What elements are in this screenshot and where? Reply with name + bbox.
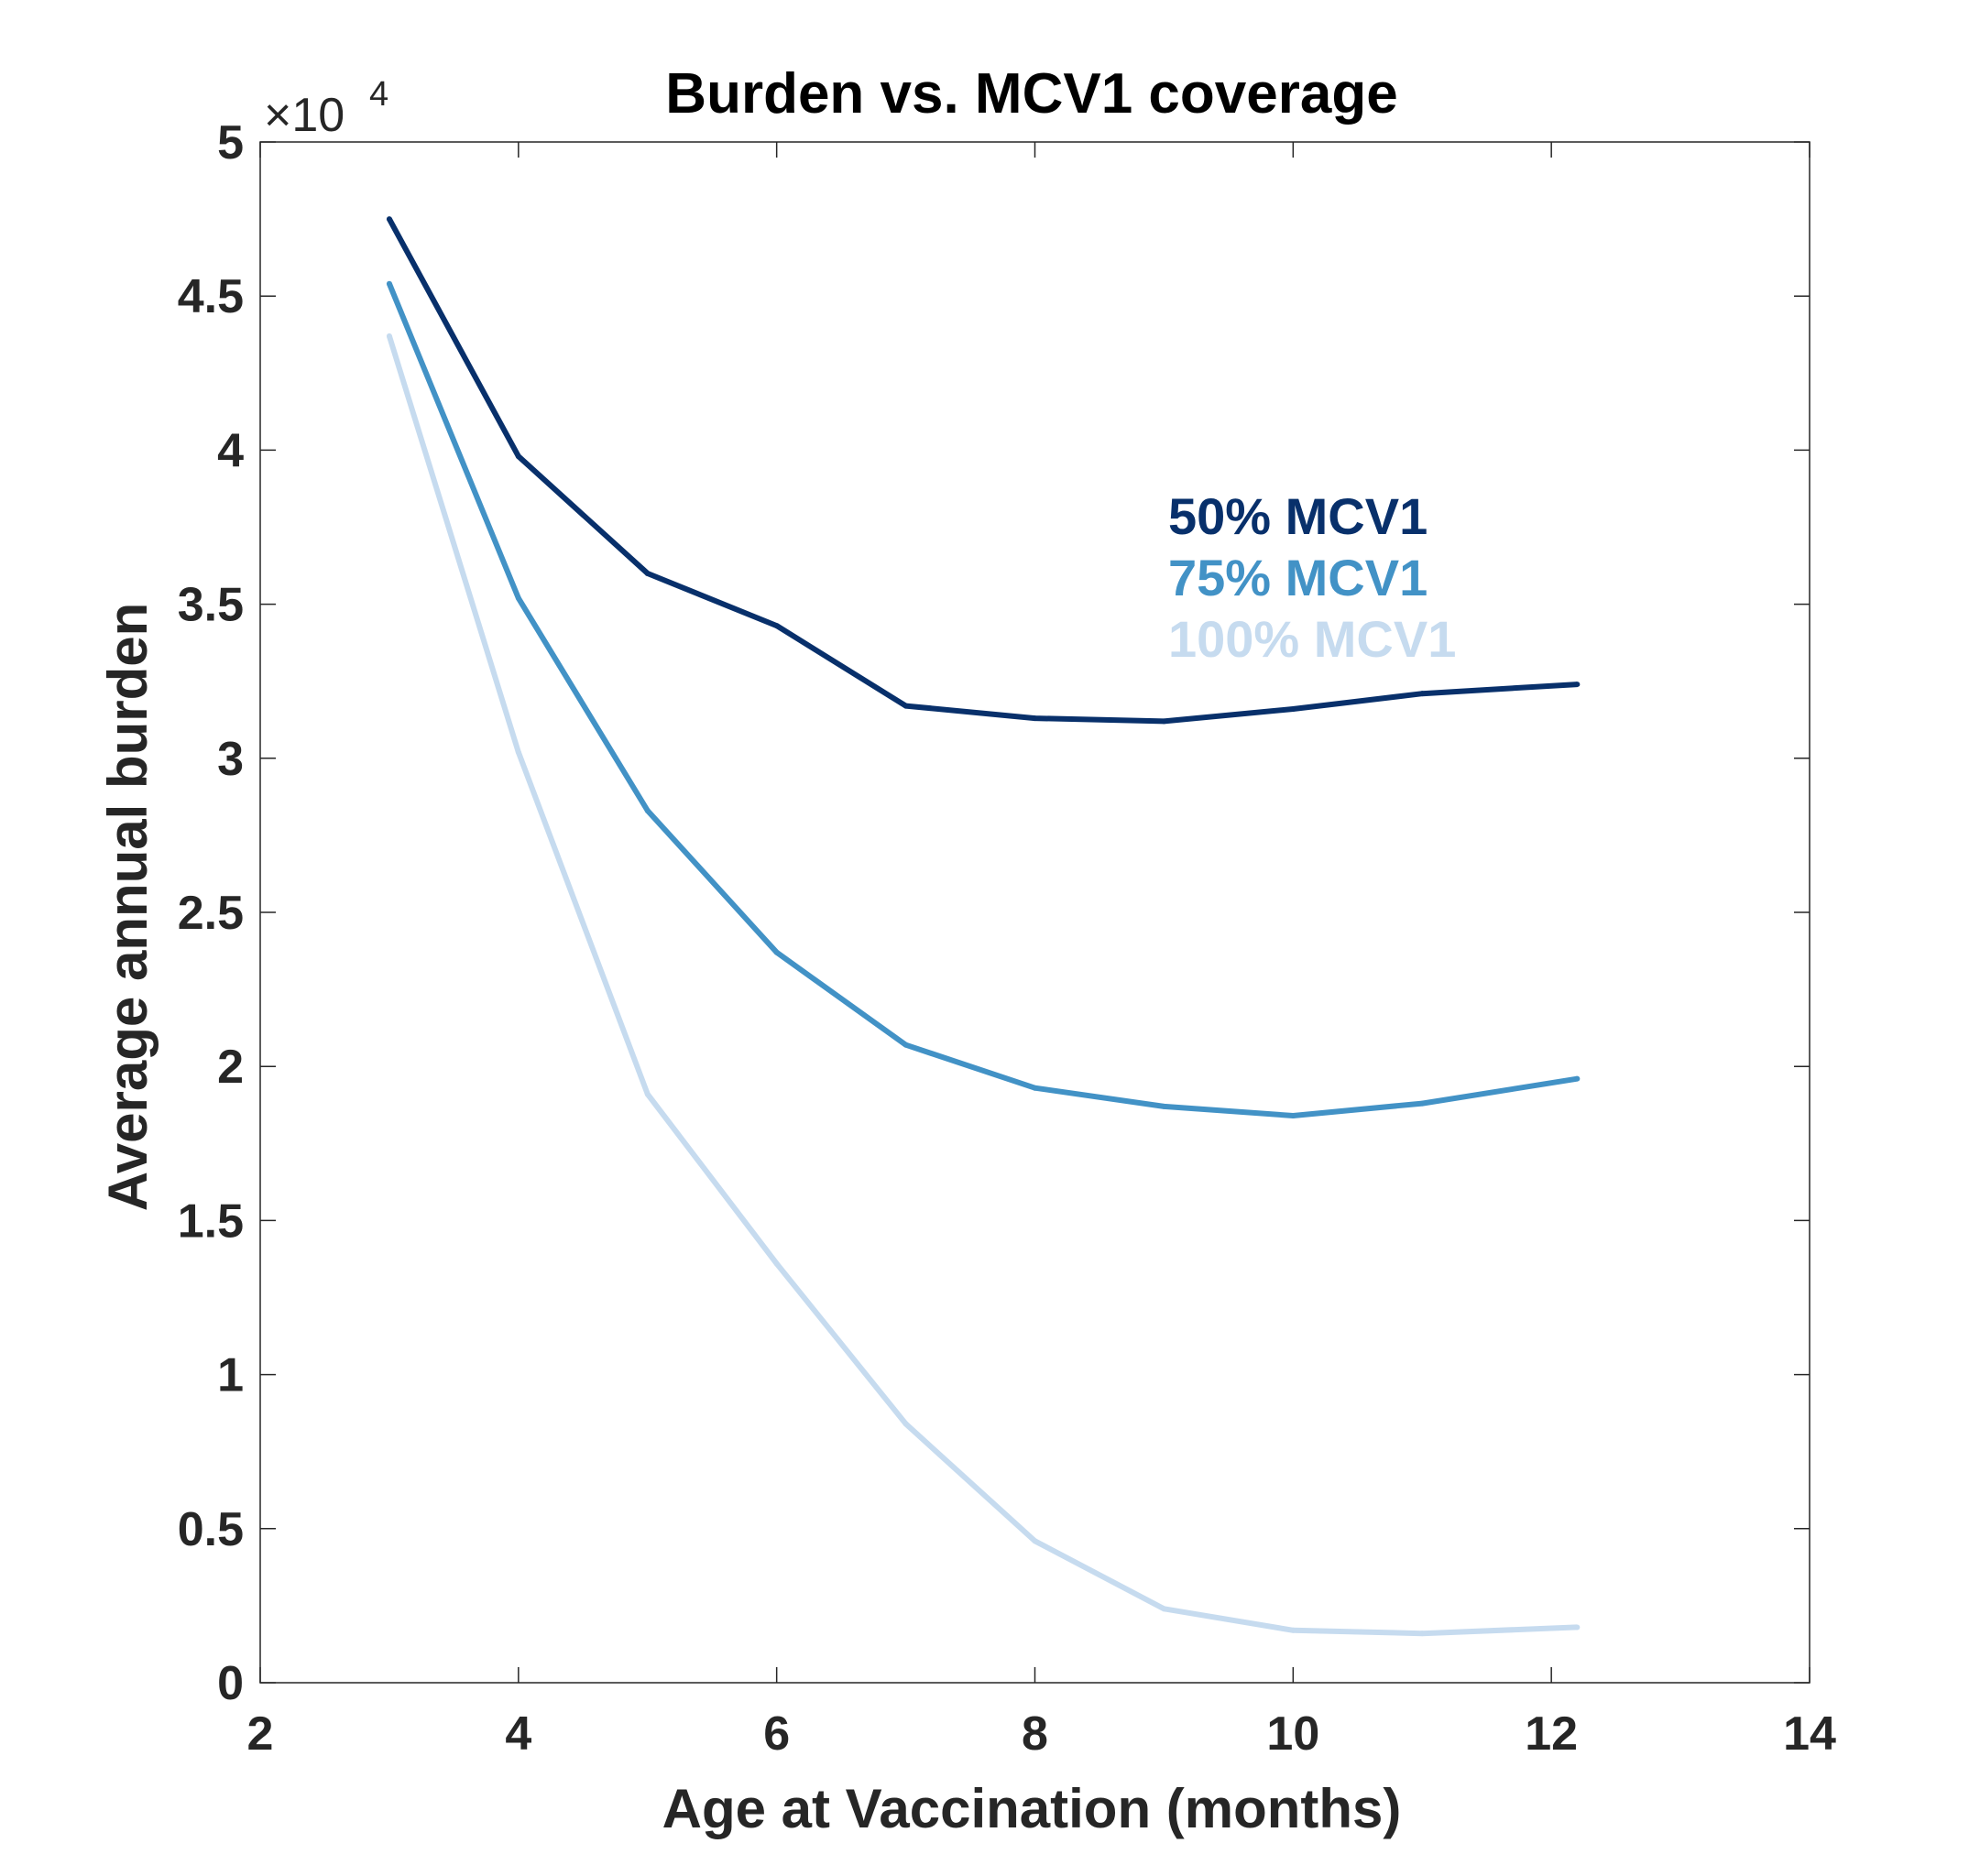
legend-entry-1: 50% MCV1: [1168, 487, 1428, 545]
y-tick-label: 4.5: [178, 270, 244, 323]
data-point: [1419, 1631, 1426, 1637]
data-point: [1032, 715, 1038, 722]
data-point: [902, 703, 909, 709]
data-point: [1574, 1075, 1581, 1082]
x-tick-label: 14: [1783, 1707, 1836, 1761]
data-point: [1032, 1538, 1038, 1544]
chart-title: Burden vs. MCV1 coverage: [665, 62, 1397, 125]
axes: 2 4 6 8 10 12 14 0 0.5 1 1.5 2 2.5 3 3.5 4 4.5 5: [178, 116, 1836, 1761]
y-tick-label: 3.5: [178, 579, 244, 632]
data-point: [1574, 682, 1581, 688]
legend-entry-2: 75% MCV1: [1168, 549, 1428, 606]
data-point: [1161, 1103, 1167, 1109]
y-axis-label: Average annual burden: [97, 603, 159, 1212]
data-point: [515, 749, 521, 756]
data-point: [1290, 705, 1296, 712]
y-exponent-power: 4: [369, 75, 388, 114]
x-tick-label: 12: [1525, 1707, 1578, 1761]
y-axis-exponent: ×10 4: [264, 75, 388, 142]
data-point: [1290, 1113, 1296, 1119]
legend-entry-3: 100% MCV1: [1168, 610, 1456, 668]
data-point: [1419, 1100, 1426, 1107]
data-point: [1161, 718, 1167, 725]
data-point: [644, 807, 651, 813]
data-point: [386, 216, 392, 223]
data-point: [515, 453, 521, 460]
series-lines: [386, 216, 1581, 1637]
y-tick-label: 5: [217, 116, 244, 169]
x-tick-label: 10: [1266, 1707, 1319, 1761]
x-tick-label: 4: [505, 1707, 531, 1761]
data-point: [1290, 1627, 1296, 1633]
data-point: [644, 1091, 651, 1097]
data-point: [773, 1260, 780, 1267]
y-tick-label: 0.5: [178, 1503, 244, 1556]
y-tick-label: 1.5: [178, 1194, 244, 1248]
y-tick-label: 2: [217, 1041, 244, 1094]
data-point: [386, 280, 392, 287]
x-tick-label: 2: [247, 1707, 274, 1761]
x-tick-label: 8: [1022, 1707, 1048, 1761]
y-tick-label: 1: [217, 1349, 244, 1402]
y-tick-label: 0: [217, 1657, 244, 1710]
x-tick-label: 6: [763, 1707, 790, 1761]
y-tick-label: 3: [217, 733, 244, 786]
data-point: [773, 623, 780, 629]
data-point: [386, 333, 392, 339]
data-point: [515, 594, 521, 601]
data-point: [1574, 1624, 1581, 1631]
data-point: [1032, 1085, 1038, 1091]
series-line-2: [387, 282, 1578, 1118]
data-point: [773, 949, 780, 955]
series-line-1: [387, 217, 1578, 725]
data-point: [1419, 691, 1426, 697]
data-point: [902, 1421, 909, 1427]
series-line-3: [387, 335, 1578, 1637]
y-tick-label: 2.5: [178, 887, 244, 940]
y-exponent-base: ×10: [264, 89, 345, 142]
y-tick-label: 4: [217, 424, 244, 477]
data-point: [644, 570, 651, 576]
data-point: [1161, 1606, 1167, 1612]
data-point: [902, 1042, 909, 1048]
x-axis-label: Age at Vaccination (months): [662, 1778, 1402, 1839]
